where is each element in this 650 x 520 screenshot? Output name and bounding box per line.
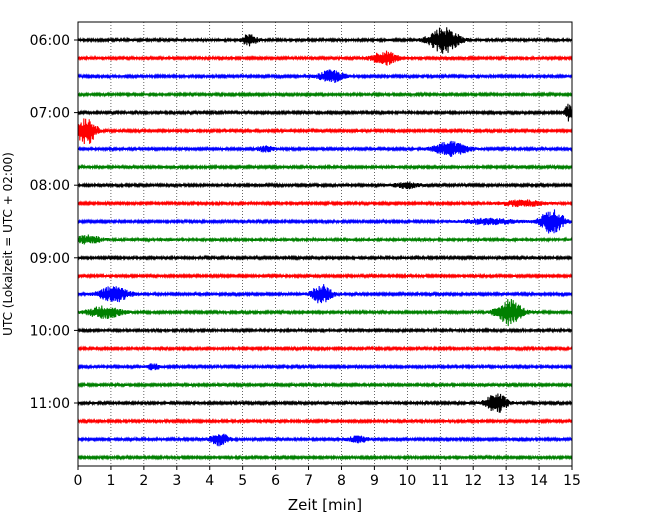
seismogram-trace bbox=[77, 284, 573, 304]
seismogram-trace bbox=[77, 272, 573, 280]
x-tick-label: 0 bbox=[74, 473, 83, 489]
seismogram-trace bbox=[77, 181, 573, 190]
seismogram-trace bbox=[77, 454, 573, 461]
x-tick-label: 5 bbox=[238, 473, 247, 489]
seismogram-trace bbox=[77, 209, 573, 234]
seismogram-trace bbox=[77, 327, 573, 334]
y-axis-label: UTC (Lokalzeit = UTC + 02:00) bbox=[1, 152, 15, 336]
x-tick-label: 11 bbox=[431, 473, 449, 489]
seismogram-trace bbox=[77, 199, 573, 208]
seismogram-trace bbox=[77, 91, 573, 98]
seismogram-trace bbox=[77, 393, 573, 413]
x-tick-label: 12 bbox=[464, 473, 482, 489]
x-tick-label: 14 bbox=[530, 473, 548, 489]
x-tick-label: 4 bbox=[205, 473, 214, 489]
x-tick-label: 8 bbox=[337, 473, 346, 489]
x-axis-label: Zeit [min] bbox=[288, 496, 362, 514]
y-tick-label: 06:00 bbox=[30, 33, 70, 49]
seismogram-trace bbox=[77, 27, 573, 54]
seismogram-trace bbox=[77, 433, 573, 447]
y-tick-label: 11:00 bbox=[30, 396, 70, 412]
x-tick-label: 9 bbox=[370, 473, 379, 489]
trace-group bbox=[77, 27, 573, 461]
seismogram-trace bbox=[77, 254, 573, 262]
seismogram-trace bbox=[77, 163, 573, 171]
seismogram-trace bbox=[77, 299, 573, 327]
x-tick-label: 15 bbox=[563, 473, 581, 489]
seismogram-trace bbox=[77, 381, 573, 389]
x-tick-label: 13 bbox=[497, 473, 515, 489]
y-tick-label: 10:00 bbox=[30, 323, 70, 339]
x-tick-label: 2 bbox=[139, 473, 148, 489]
x-axis-ticks: 0 1 2 3 4 5 6 7 8 9 10 11 12 13 14 15 bbox=[74, 466, 581, 489]
plot-frame bbox=[77, 21, 573, 467]
y-axis-ticks: 06:00 07:00 08:00 09:00 10:00 11:00 bbox=[30, 33, 78, 412]
seismogram-trace bbox=[77, 103, 573, 122]
seismogram-trace bbox=[77, 417, 573, 425]
x-tick-label: 3 bbox=[172, 473, 181, 489]
y-tick-label: 07:00 bbox=[30, 106, 70, 122]
seismogram-trace bbox=[77, 50, 573, 66]
x-tick-label: 6 bbox=[271, 473, 280, 489]
x-tick-label: 7 bbox=[304, 473, 313, 489]
seismogram-trace bbox=[77, 363, 573, 371]
seismogram-trace bbox=[77, 140, 573, 157]
seismogram-trace bbox=[77, 69, 573, 84]
x-tick-label: 10 bbox=[398, 473, 416, 489]
seismogram-trace bbox=[77, 118, 573, 144]
y-tick-label: 08:00 bbox=[30, 178, 70, 194]
seismogram-trace bbox=[77, 234, 573, 245]
x-grid bbox=[110, 22, 540, 466]
seismogram-trace bbox=[77, 345, 573, 352]
x-tick-label: 1 bbox=[106, 473, 115, 489]
y-tick-label: 09:00 bbox=[30, 251, 70, 267]
